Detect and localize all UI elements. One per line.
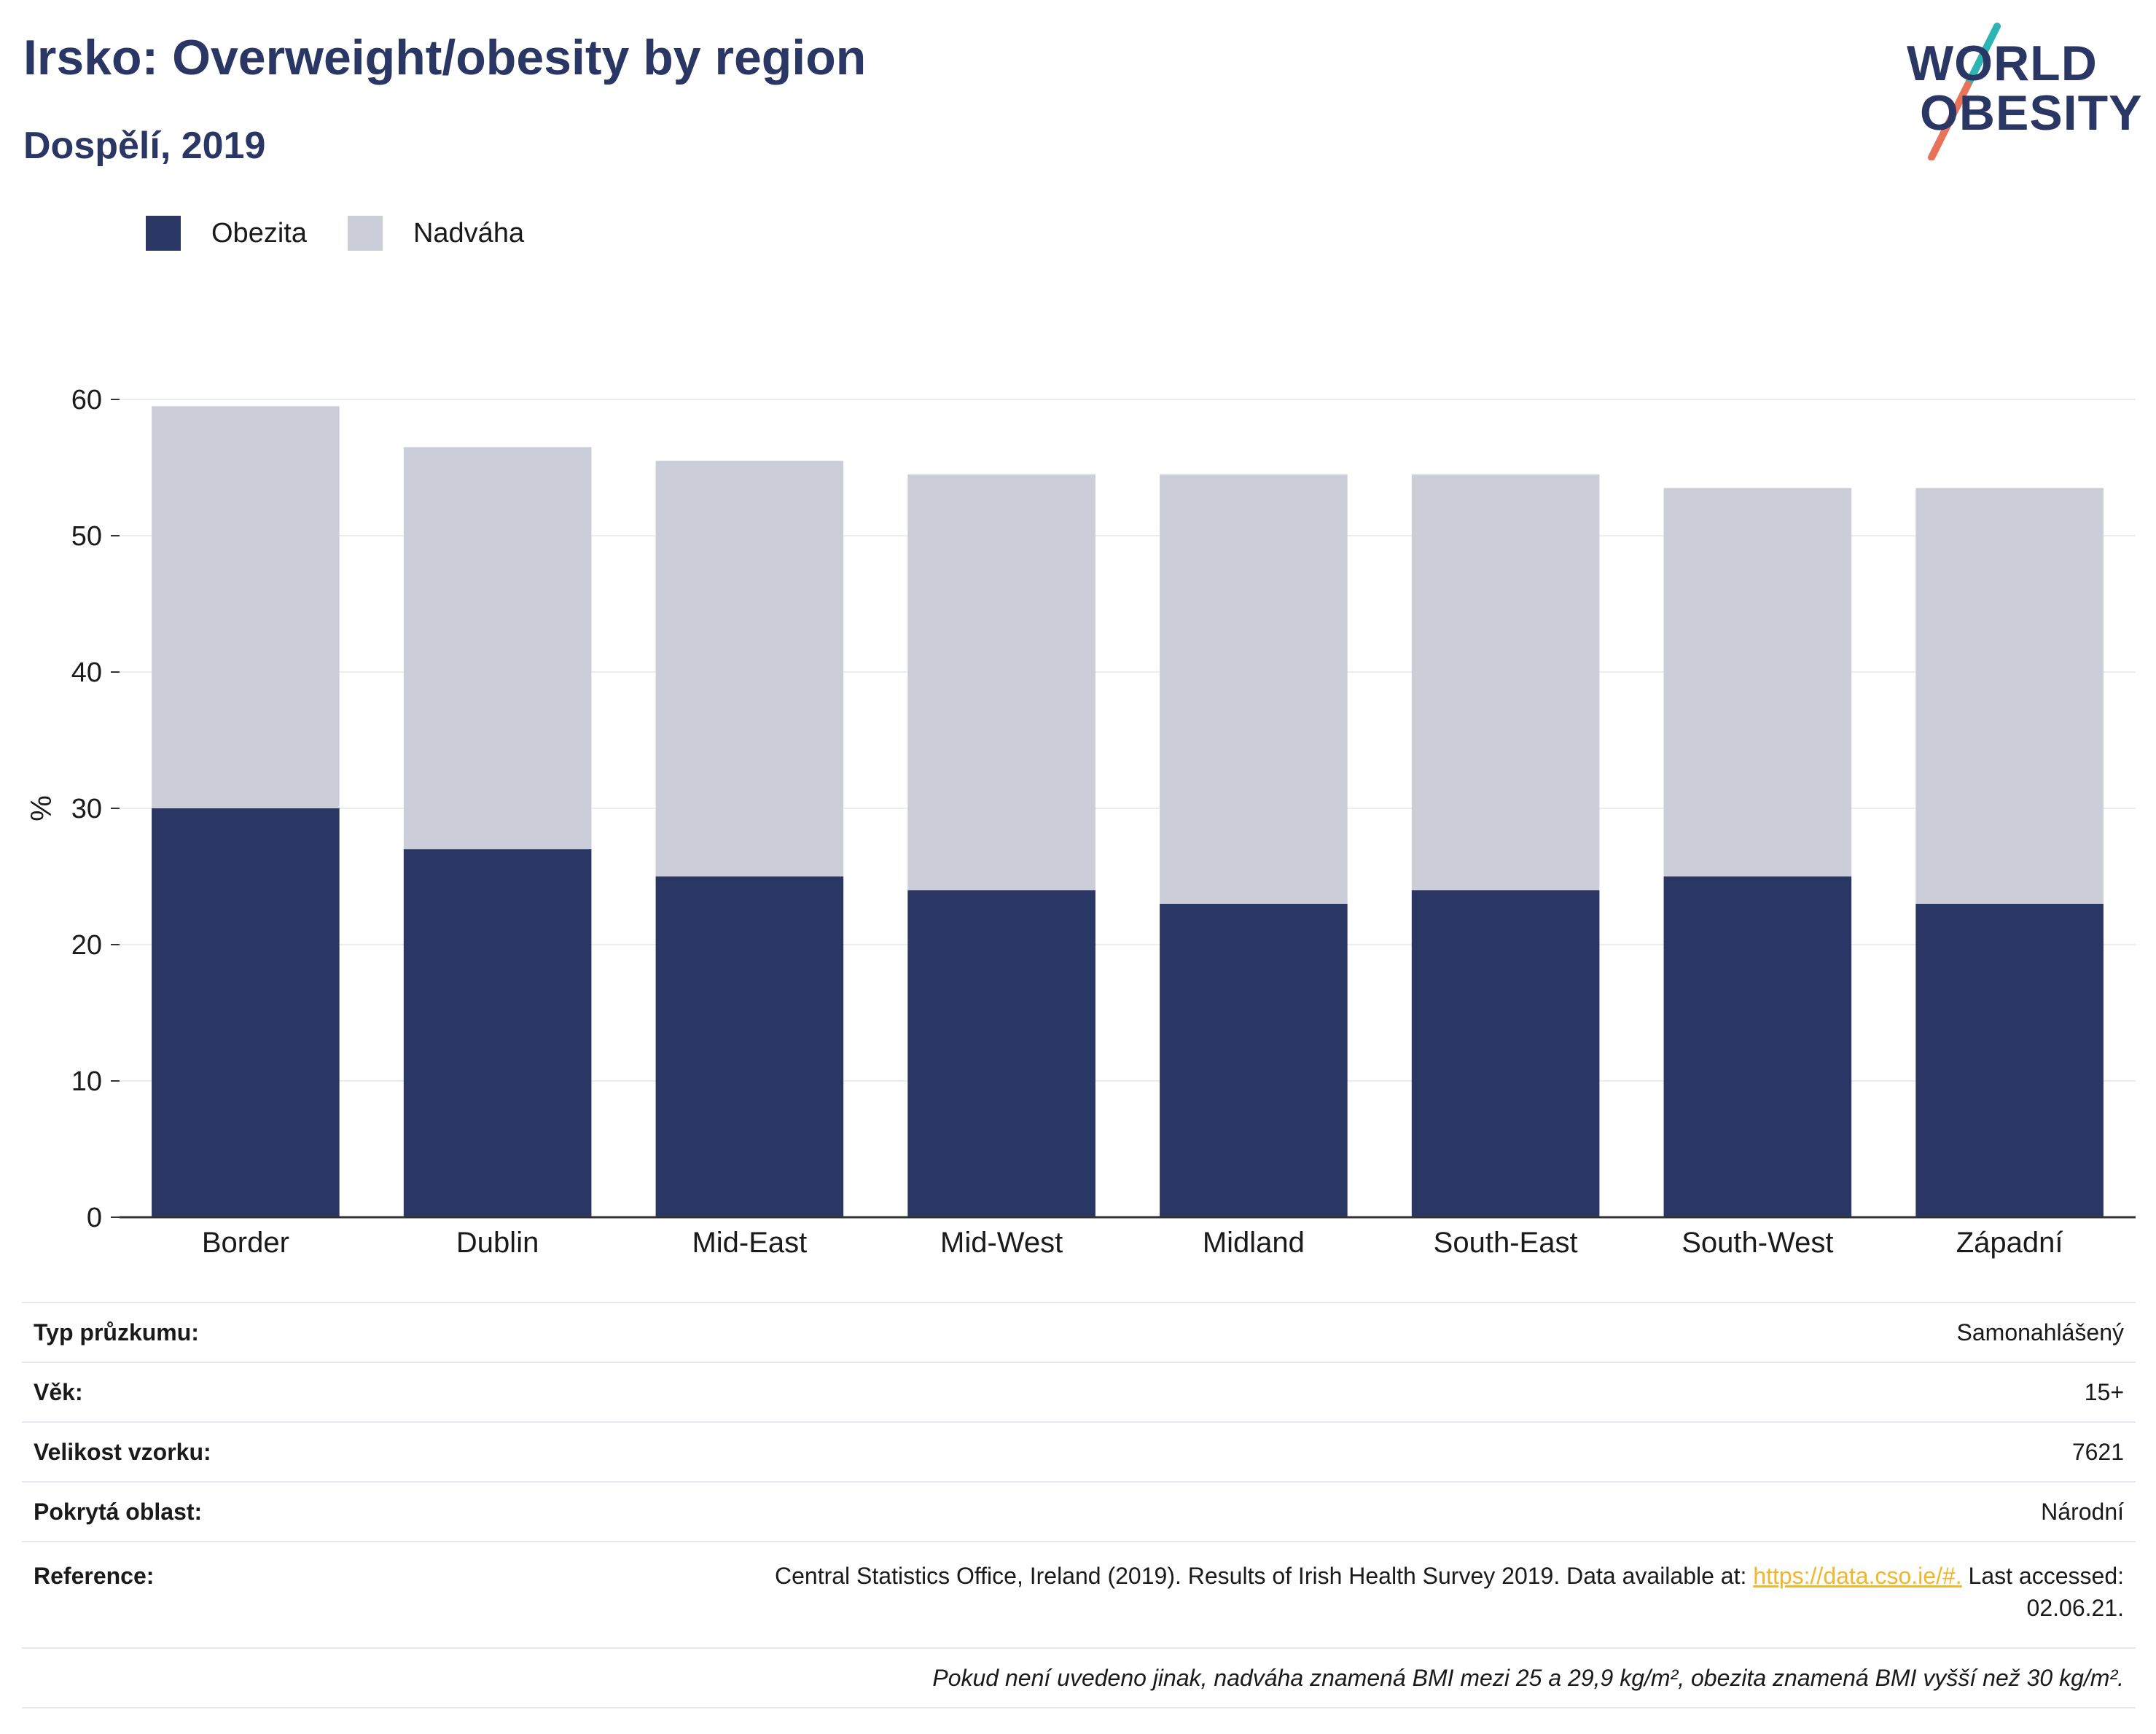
bar-nadvaha-7 bbox=[1915, 488, 2104, 904]
info-value-age: 15+ bbox=[483, 1362, 2136, 1422]
bar-nadvaha-0 bbox=[152, 406, 340, 808]
bar-obezita-0 bbox=[152, 808, 340, 1217]
info-label-reference: Reference: bbox=[22, 1541, 483, 1648]
x-tick-label-3: Mid-West bbox=[940, 1227, 1063, 1259]
legend-label-nadvaha: Nadváha bbox=[413, 217, 525, 249]
bar-nadvaha-5 bbox=[1411, 474, 1600, 891]
info-row-survey-type: Typ průzkumu: Samonahlášený bbox=[22, 1302, 2136, 1362]
x-tick-label-0: Border bbox=[202, 1227, 289, 1259]
info-value-survey-type: Samonahlášený bbox=[483, 1302, 2136, 1362]
y-tick-label-30: 30 bbox=[71, 794, 102, 824]
info-row-note: Pokud není uvedeno jinak, nadváha znamen… bbox=[22, 1647, 2136, 1708]
legend-item-obezita[interactable]: Obezita bbox=[146, 216, 307, 251]
info-row-area: Pokrytá oblast: Národní bbox=[22, 1481, 2136, 1542]
bar-nadvaha-1 bbox=[403, 447, 592, 850]
bar-nadvaha-3 bbox=[907, 474, 1095, 891]
bar-obezita-1 bbox=[403, 849, 592, 1217]
info-label-survey-type: Typ průzkumu: bbox=[22, 1302, 483, 1362]
legend-swatch-nadvaha bbox=[347, 216, 383, 251]
bar-obezita-4 bbox=[1160, 903, 1348, 1217]
y-tick-label-10: 10 bbox=[71, 1066, 102, 1097]
y-tick-label-40: 40 bbox=[71, 657, 102, 688]
legend-item-nadvaha[interactable]: Nadváha bbox=[347, 216, 525, 251]
bar-nadvaha-4 bbox=[1160, 474, 1348, 904]
bar-obezita-3 bbox=[907, 890, 1095, 1217]
x-tick-label-6: South-West bbox=[1682, 1227, 1833, 1259]
bar-obezita-2 bbox=[655, 876, 844, 1217]
chart-legend: Obezita Nadváha bbox=[146, 216, 565, 251]
logo-slash-icon bbox=[1928, 23, 2001, 160]
logo-text-obesity: OBESITY bbox=[1920, 85, 2143, 141]
bar-obezita-5 bbox=[1411, 890, 1600, 1217]
chart-subtitle: Dospělí, 2019 bbox=[23, 125, 266, 167]
chart-title: Irsko: Overweight/obesity by region bbox=[23, 30, 867, 85]
info-value-reference: Central Statistics Office, Ireland (2019… bbox=[483, 1541, 2136, 1648]
info-value-area: Národní bbox=[483, 1481, 2136, 1542]
reference-date: 02.06.21. bbox=[2026, 1595, 2124, 1621]
bar-obezita-6 bbox=[1663, 876, 1852, 1217]
legend-label-obezita: Obezita bbox=[211, 217, 307, 249]
bar-obezita-7 bbox=[1915, 903, 2104, 1217]
y-tick-label-0: 0 bbox=[87, 1203, 102, 1233]
reference-link[interactable]: https://data.cso.ie/#. bbox=[1753, 1563, 1962, 1589]
bar-nadvaha-6 bbox=[1663, 488, 1852, 877]
info-row-reference: Reference: Central Statistics Office, Ir… bbox=[22, 1541, 2136, 1648]
x-tick-label-7: Západní bbox=[1956, 1227, 2063, 1259]
info-row-sample-size: Velikost vzorku: 7621 bbox=[22, 1421, 2136, 1482]
stacked-bar-chart: 0 10 20 30 40 50 60% Border Dublin Mid-East Mid-We… bbox=[26, 385, 2136, 1259]
reference-accessed: Last accessed: bbox=[1961, 1563, 2124, 1589]
survey-info-table: Typ průzkumu: Samonahlášený Věk: 15+ Vel… bbox=[22, 1302, 2136, 1708]
y-axis-label: % bbox=[26, 795, 58, 821]
y-tick-label-20: 20 bbox=[71, 930, 102, 961]
reference-text: Central Statistics Office, Ireland (2019… bbox=[774, 1563, 1754, 1589]
x-tick-label-1: Dublin bbox=[456, 1227, 539, 1259]
y-tick-label-60: 60 bbox=[71, 385, 102, 415]
y-tick-label-50: 50 bbox=[71, 521, 102, 552]
info-label-area: Pokrytá oblast: bbox=[22, 1481, 483, 1542]
info-label-sample-size: Velikost vzorku: bbox=[22, 1421, 483, 1482]
x-tick-label-4: Midland bbox=[1203, 1227, 1305, 1259]
bmi-definition-note: Pokud není uvedeno jinak, nadváha znamen… bbox=[22, 1647, 2136, 1708]
info-value-sample-size: 7621 bbox=[483, 1421, 2136, 1482]
bar-nadvaha-2 bbox=[655, 461, 844, 877]
logo-text-world: WORLD bbox=[1907, 36, 2098, 91]
info-label-age: Věk: bbox=[22, 1362, 483, 1422]
legend-swatch-obezita bbox=[146, 216, 181, 251]
x-tick-label-2: Mid-East bbox=[692, 1227, 807, 1259]
x-tick-label-5: South-East bbox=[1434, 1227, 1578, 1259]
info-row-age: Věk: 15+ bbox=[22, 1362, 2136, 1422]
world-obesity-logo: WORLD OBESITY bbox=[1895, 22, 2143, 160]
